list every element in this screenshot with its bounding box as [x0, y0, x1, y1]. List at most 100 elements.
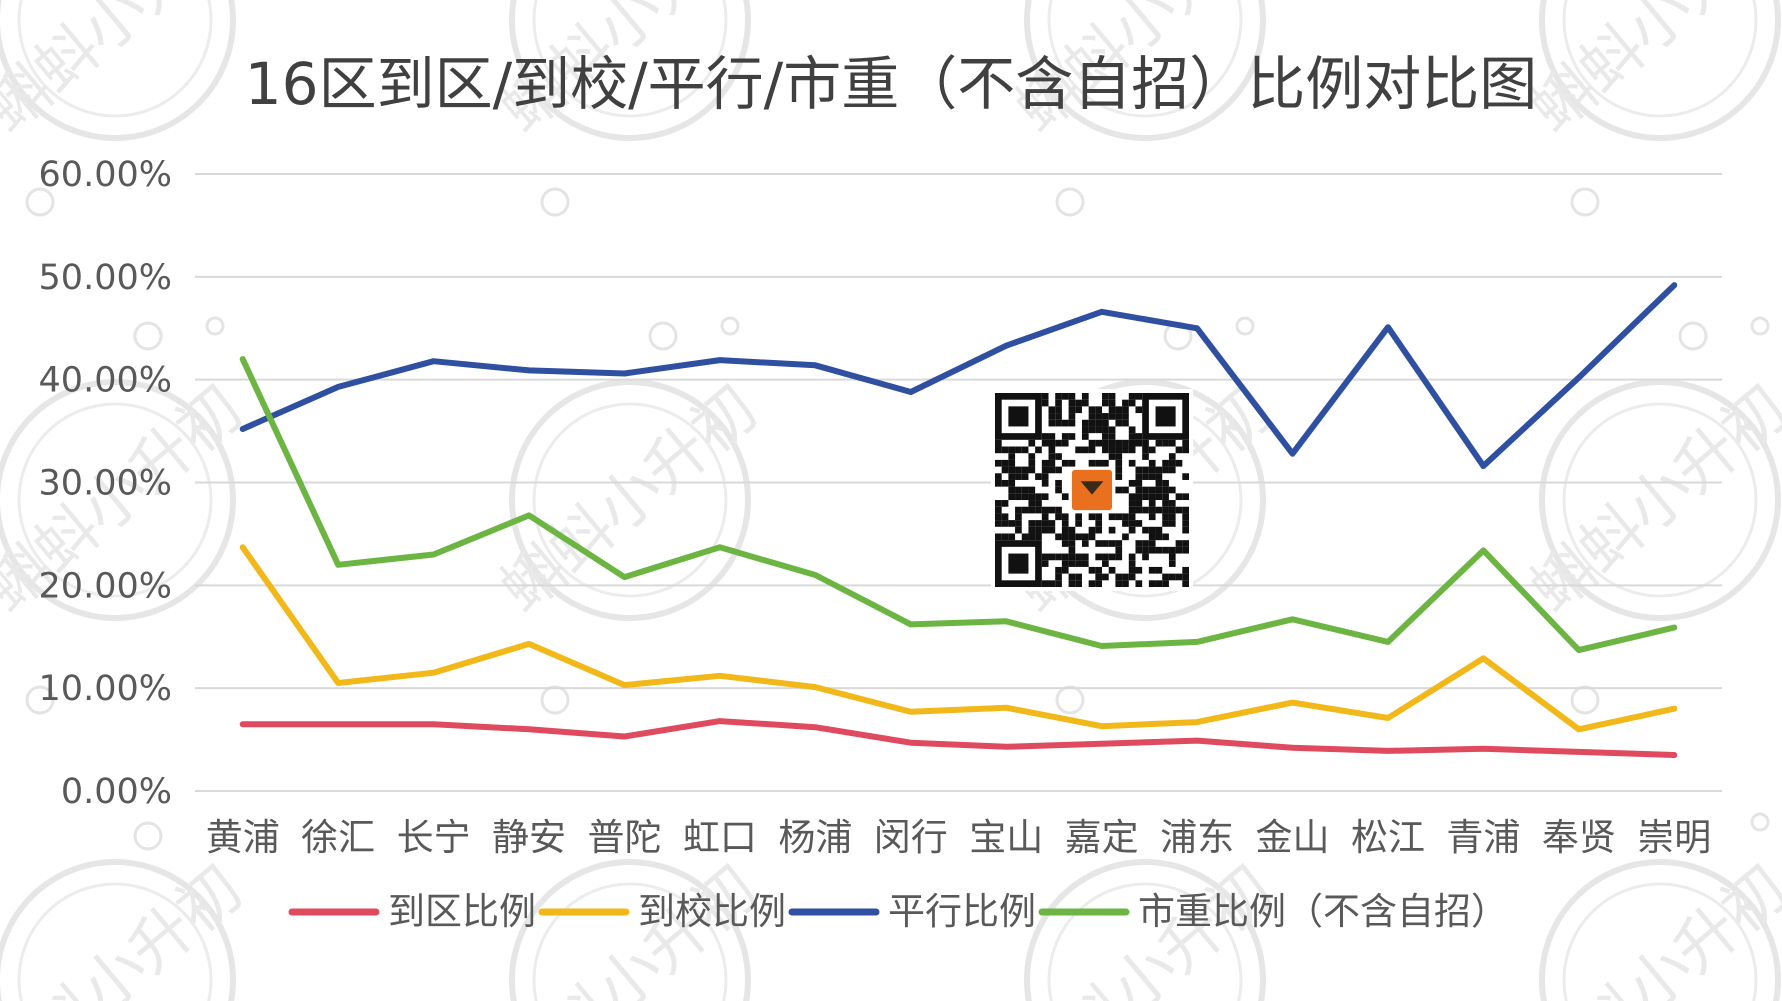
qr-module [1088, 426, 1096, 434]
qr-module [1162, 466, 1169, 474]
y-tick-label: 60.00% [39, 155, 172, 195]
qr-finder [1155, 406, 1176, 427]
qr-module [1055, 399, 1062, 407]
watermark-text: 蝌蚪小升初 [487, 371, 771, 626]
qr-module [1115, 513, 1123, 521]
qr-module [1095, 419, 1103, 427]
qr-module [1008, 473, 1016, 480]
qr-module [1148, 526, 1156, 534]
qr-module [1028, 486, 1036, 494]
qr-module [1162, 506, 1169, 514]
qr-module [1001, 533, 1009, 541]
qr-module [1088, 533, 1096, 541]
qr-module [1068, 526, 1076, 534]
qr-module [1055, 506, 1062, 514]
qr-module [1041, 473, 1049, 480]
qr-module [1115, 459, 1123, 467]
legend: 到区比例 到校比例 平行比例 市重比例（不含自招） [288, 890, 1508, 933]
qr-module [995, 520, 1002, 527]
qr-module [1182, 526, 1189, 534]
x-tick-label: 普陀 [587, 816, 661, 859]
qr-module [1135, 479, 1143, 487]
qr-module [1108, 540, 1116, 547]
qr-module [1028, 526, 1036, 534]
qr-module [1088, 513, 1096, 521]
qr-module [1108, 406, 1116, 414]
qr-module [1081, 399, 1089, 407]
qr-module [1168, 439, 1176, 447]
qr-module [1055, 533, 1062, 541]
qr-module [1055, 393, 1062, 400]
qr-module [1162, 546, 1169, 554]
watermark-dot [1678, 321, 1708, 351]
x-tick-label: 崇明 [1637, 816, 1711, 859]
watermark-ring [509, 379, 751, 621]
qr-module [1068, 573, 1076, 581]
qr-module [1055, 580, 1062, 587]
qr-module [1041, 506, 1049, 514]
watermark-ring [1539, 0, 1781, 141]
qr-module [1041, 479, 1049, 487]
qr-module [1021, 493, 1029, 501]
qr-module [1021, 506, 1029, 514]
qr-module [1122, 573, 1129, 581]
qr-module [1108, 393, 1116, 400]
qr-module [1102, 446, 1109, 454]
qr-module [1028, 453, 1036, 460]
qr-module [1182, 580, 1189, 587]
qr-module [1028, 520, 1036, 527]
watermark-ring [1047, 0, 1243, 118]
qr-module [1115, 413, 1123, 420]
qr-module [1001, 513, 1009, 521]
qr-module [1148, 493, 1156, 501]
qr-module [1168, 553, 1176, 561]
qr-module [1142, 473, 1149, 480]
qr-module [1102, 560, 1109, 567]
qr-module [1155, 466, 1163, 474]
qr-module [1075, 573, 1082, 581]
qr-module [1135, 433, 1143, 440]
qr-module [1162, 486, 1169, 494]
qr-module [1055, 466, 1062, 474]
watermark-text: 蝌蚪小升初 [0, 851, 256, 1001]
qr-module [1035, 520, 1042, 527]
watermark-ring [532, 882, 728, 1001]
qr-module [1168, 453, 1176, 460]
x-tick-label: 宝山 [969, 816, 1043, 859]
qr-module [1168, 520, 1176, 527]
qr-module [1108, 526, 1116, 534]
qr-module [1088, 446, 1096, 454]
qr-module [1081, 419, 1089, 427]
watermark-ring [1047, 882, 1243, 1001]
qr-module [1155, 566, 1163, 574]
qr-module [1102, 399, 1109, 407]
y-tick-label: 0.00% [61, 772, 172, 812]
qr-module [995, 446, 1002, 454]
legend-label: 到区比例 [388, 890, 536, 933]
qr-module [995, 473, 1002, 480]
qr-module [1081, 426, 1089, 434]
qr-module [1095, 580, 1103, 587]
y-tick-label: 30.00% [39, 464, 172, 504]
qr-module [1135, 506, 1143, 514]
qr-module [1115, 546, 1123, 554]
qr-module [1155, 439, 1163, 447]
qr-module [1182, 573, 1189, 581]
qr-module [1182, 506, 1189, 514]
qr-module [1115, 553, 1123, 561]
qr-module [1175, 506, 1183, 514]
qr-module [1135, 540, 1143, 547]
watermark-ring [17, 0, 213, 118]
qr-module [1135, 580, 1143, 587]
watermark-text: 蝌蚪小升初 [1517, 0, 1782, 146]
qr-module [1068, 533, 1076, 541]
qr-module [1008, 446, 1016, 454]
qr-module [1041, 493, 1049, 501]
qr-module [1182, 473, 1189, 480]
qr-module [1061, 433, 1069, 440]
qr-module [1068, 580, 1076, 587]
qr-module [995, 500, 1002, 507]
qr-module [1142, 453, 1149, 460]
watermark-ring [17, 882, 213, 1001]
qr-module [1108, 513, 1116, 521]
